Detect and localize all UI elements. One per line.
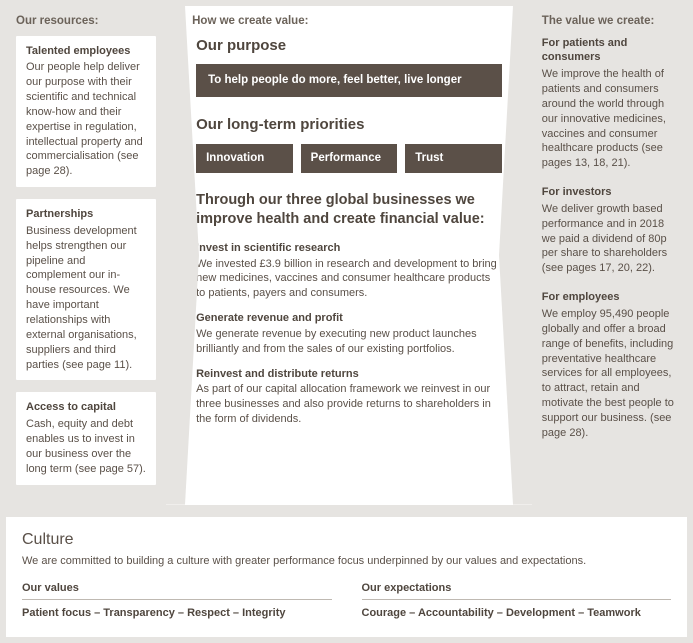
business-model-diagram: Our resources: Talented employees Our pe… [0,0,693,511]
business-item-title: Invest in scientific research [196,241,502,256]
culture-values-line: Patient focus – Transparency – Respect –… [22,606,332,621]
value-block: For employees We employ 95,490 people gl… [542,290,677,440]
priorities-row: Innovation Performance Trust [196,144,502,174]
value-block-body: We improve the health of patients and co… [542,67,677,171]
culture-panel: Culture We are committed to building a c… [6,517,687,637]
culture-expect-line: Courage – Accountability – Development –… [362,606,672,621]
value-block-title: For employees [542,290,677,305]
priorities-heading: Our long-term priorities [196,115,502,135]
create-header: How we create value: [192,14,502,30]
value-header: The value we create: [542,14,677,30]
value-block: For patients and consumers We improve th… [542,36,677,172]
value-creation-column: How we create value: Our purpose To help… [166,6,532,505]
resource-body: Business development helps strengthen ou… [26,224,146,372]
flow-chevron-icon [499,6,533,505]
business-item: Reinvest and distribute returns As part … [196,367,502,427]
value-block-title: For patients and consumers [542,36,677,66]
culture-values-col: Our values Patient focus – Transparency … [22,581,332,621]
purpose-heading: Our purpose [196,36,502,56]
flow-chevron-icon [165,6,199,505]
resource-title: Access to capital [26,400,146,415]
culture-title: Culture [22,529,671,551]
culture-expect-col: Our expectations Courage – Accountabilit… [362,581,672,621]
columns-row: Our resources: Talented employees Our pe… [6,6,687,505]
purpose-statement: To help people do more, feel better, liv… [196,64,502,98]
resources-column: Our resources: Talented employees Our pe… [6,6,166,505]
business-item-body: We generate revenue by executing new pro… [196,327,502,357]
resource-card: Access to capital Cash, equity and debt … [16,392,156,484]
value-column: The value we create: For patients and co… [532,6,687,505]
business-item-body: As part of our capital allocation framew… [196,382,502,427]
culture-expect-label: Our expectations [362,581,672,600]
business-item-title: Reinvest and distribute returns [196,367,502,382]
resource-card: Talented employees Our people help deliv… [16,36,156,188]
business-item-title: Generate revenue and profit [196,311,502,326]
value-block: For investors We deliver growth based pe… [542,185,677,276]
priority-pill: Trust [405,144,502,174]
resource-title: Talented employees [26,44,146,59]
value-block-body: We employ 95,490 people globally and off… [542,307,677,441]
business-item: Generate revenue and profit We generate … [196,311,502,357]
business-item: Invest in scientific research We investe… [196,241,502,301]
culture-columns: Our values Patient focus – Transparency … [22,581,671,621]
culture-values-label: Our values [22,581,332,600]
resource-card: Partnerships Business development helps … [16,199,156,380]
resource-title: Partnerships [26,207,146,222]
resources-header: Our resources: [16,14,156,30]
priority-pill: Innovation [196,144,293,174]
value-block-title: For investors [542,185,677,200]
business-item-body: We invested £3.9 billion in research and… [196,257,502,302]
resource-body: Our people help deliver our purpose with… [26,60,146,179]
priority-pill: Performance [301,144,398,174]
businesses-heading: Through our three global businesses we i… [196,191,502,229]
value-block-body: We deliver growth based performance and … [542,202,677,276]
culture-sub: We are committed to building a culture w… [22,554,671,569]
resource-body: Cash, equity and debt enables us to inve… [26,417,146,476]
